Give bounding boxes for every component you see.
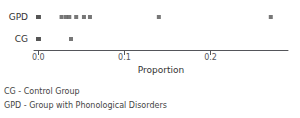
svg-text:CG: CG [15, 34, 28, 44]
svg-text:GPD: GPD [9, 12, 28, 22]
svg-text:GPD - Group with Phonological: GPD - Group with Phonological Disorders [4, 101, 167, 110]
svg-text:0.1: 0.1 [118, 53, 131, 62]
svg-text:0.2: 0.2 [204, 53, 217, 62]
svg-text:CG - Control Group: CG - Control Group [4, 87, 80, 96]
svg-text:0.0: 0.0 [32, 53, 45, 62]
svg-text:Proportion: Proportion [138, 65, 184, 75]
